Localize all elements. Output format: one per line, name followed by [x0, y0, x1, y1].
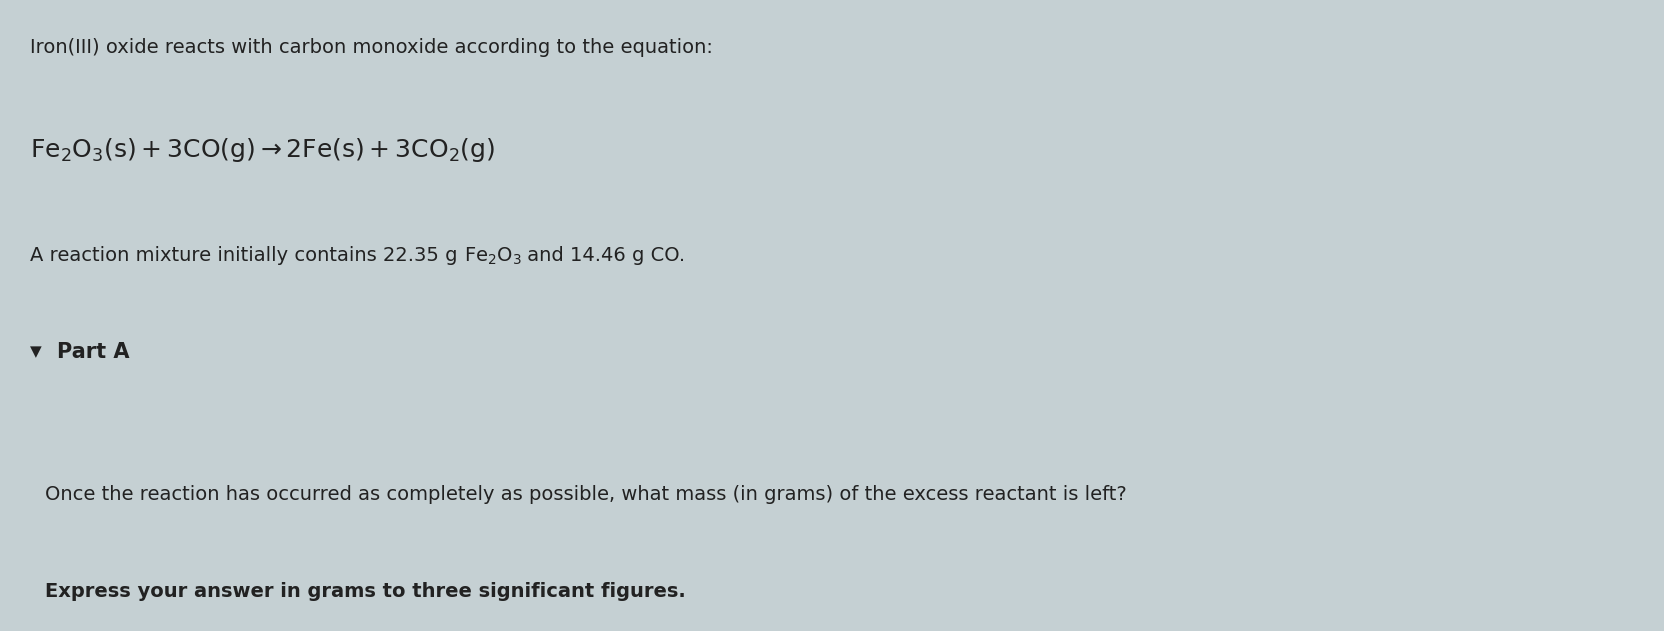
Text: $\mathregular{Fe_2O_3}$: $\mathregular{Fe_2O_3}$ — [464, 246, 521, 268]
Text: and 14.46 g CO.: and 14.46 g CO. — [521, 246, 686, 265]
Text: $\mathregular{Fe_2O_3(s) + 3CO(g) \rightarrow 2Fe(s) + 3CO_2(g)}$: $\mathregular{Fe_2O_3(s) + 3CO(g) \right… — [30, 136, 494, 163]
Text: ▼: ▼ — [30, 345, 42, 359]
Text: Iron(III) oxide reacts with carbon monoxide according to the equation:: Iron(III) oxide reacts with carbon monox… — [30, 38, 712, 57]
Text: Once the reaction has occurred as completely as possible, what mass (in grams) o: Once the reaction has occurred as comple… — [45, 485, 1127, 504]
Text: Express your answer in grams to three significant figures.: Express your answer in grams to three si… — [45, 582, 686, 601]
Text: Part A: Part A — [57, 342, 130, 362]
Text: A reaction mixture initially contains 22.35 g: A reaction mixture initially contains 22… — [30, 246, 464, 265]
